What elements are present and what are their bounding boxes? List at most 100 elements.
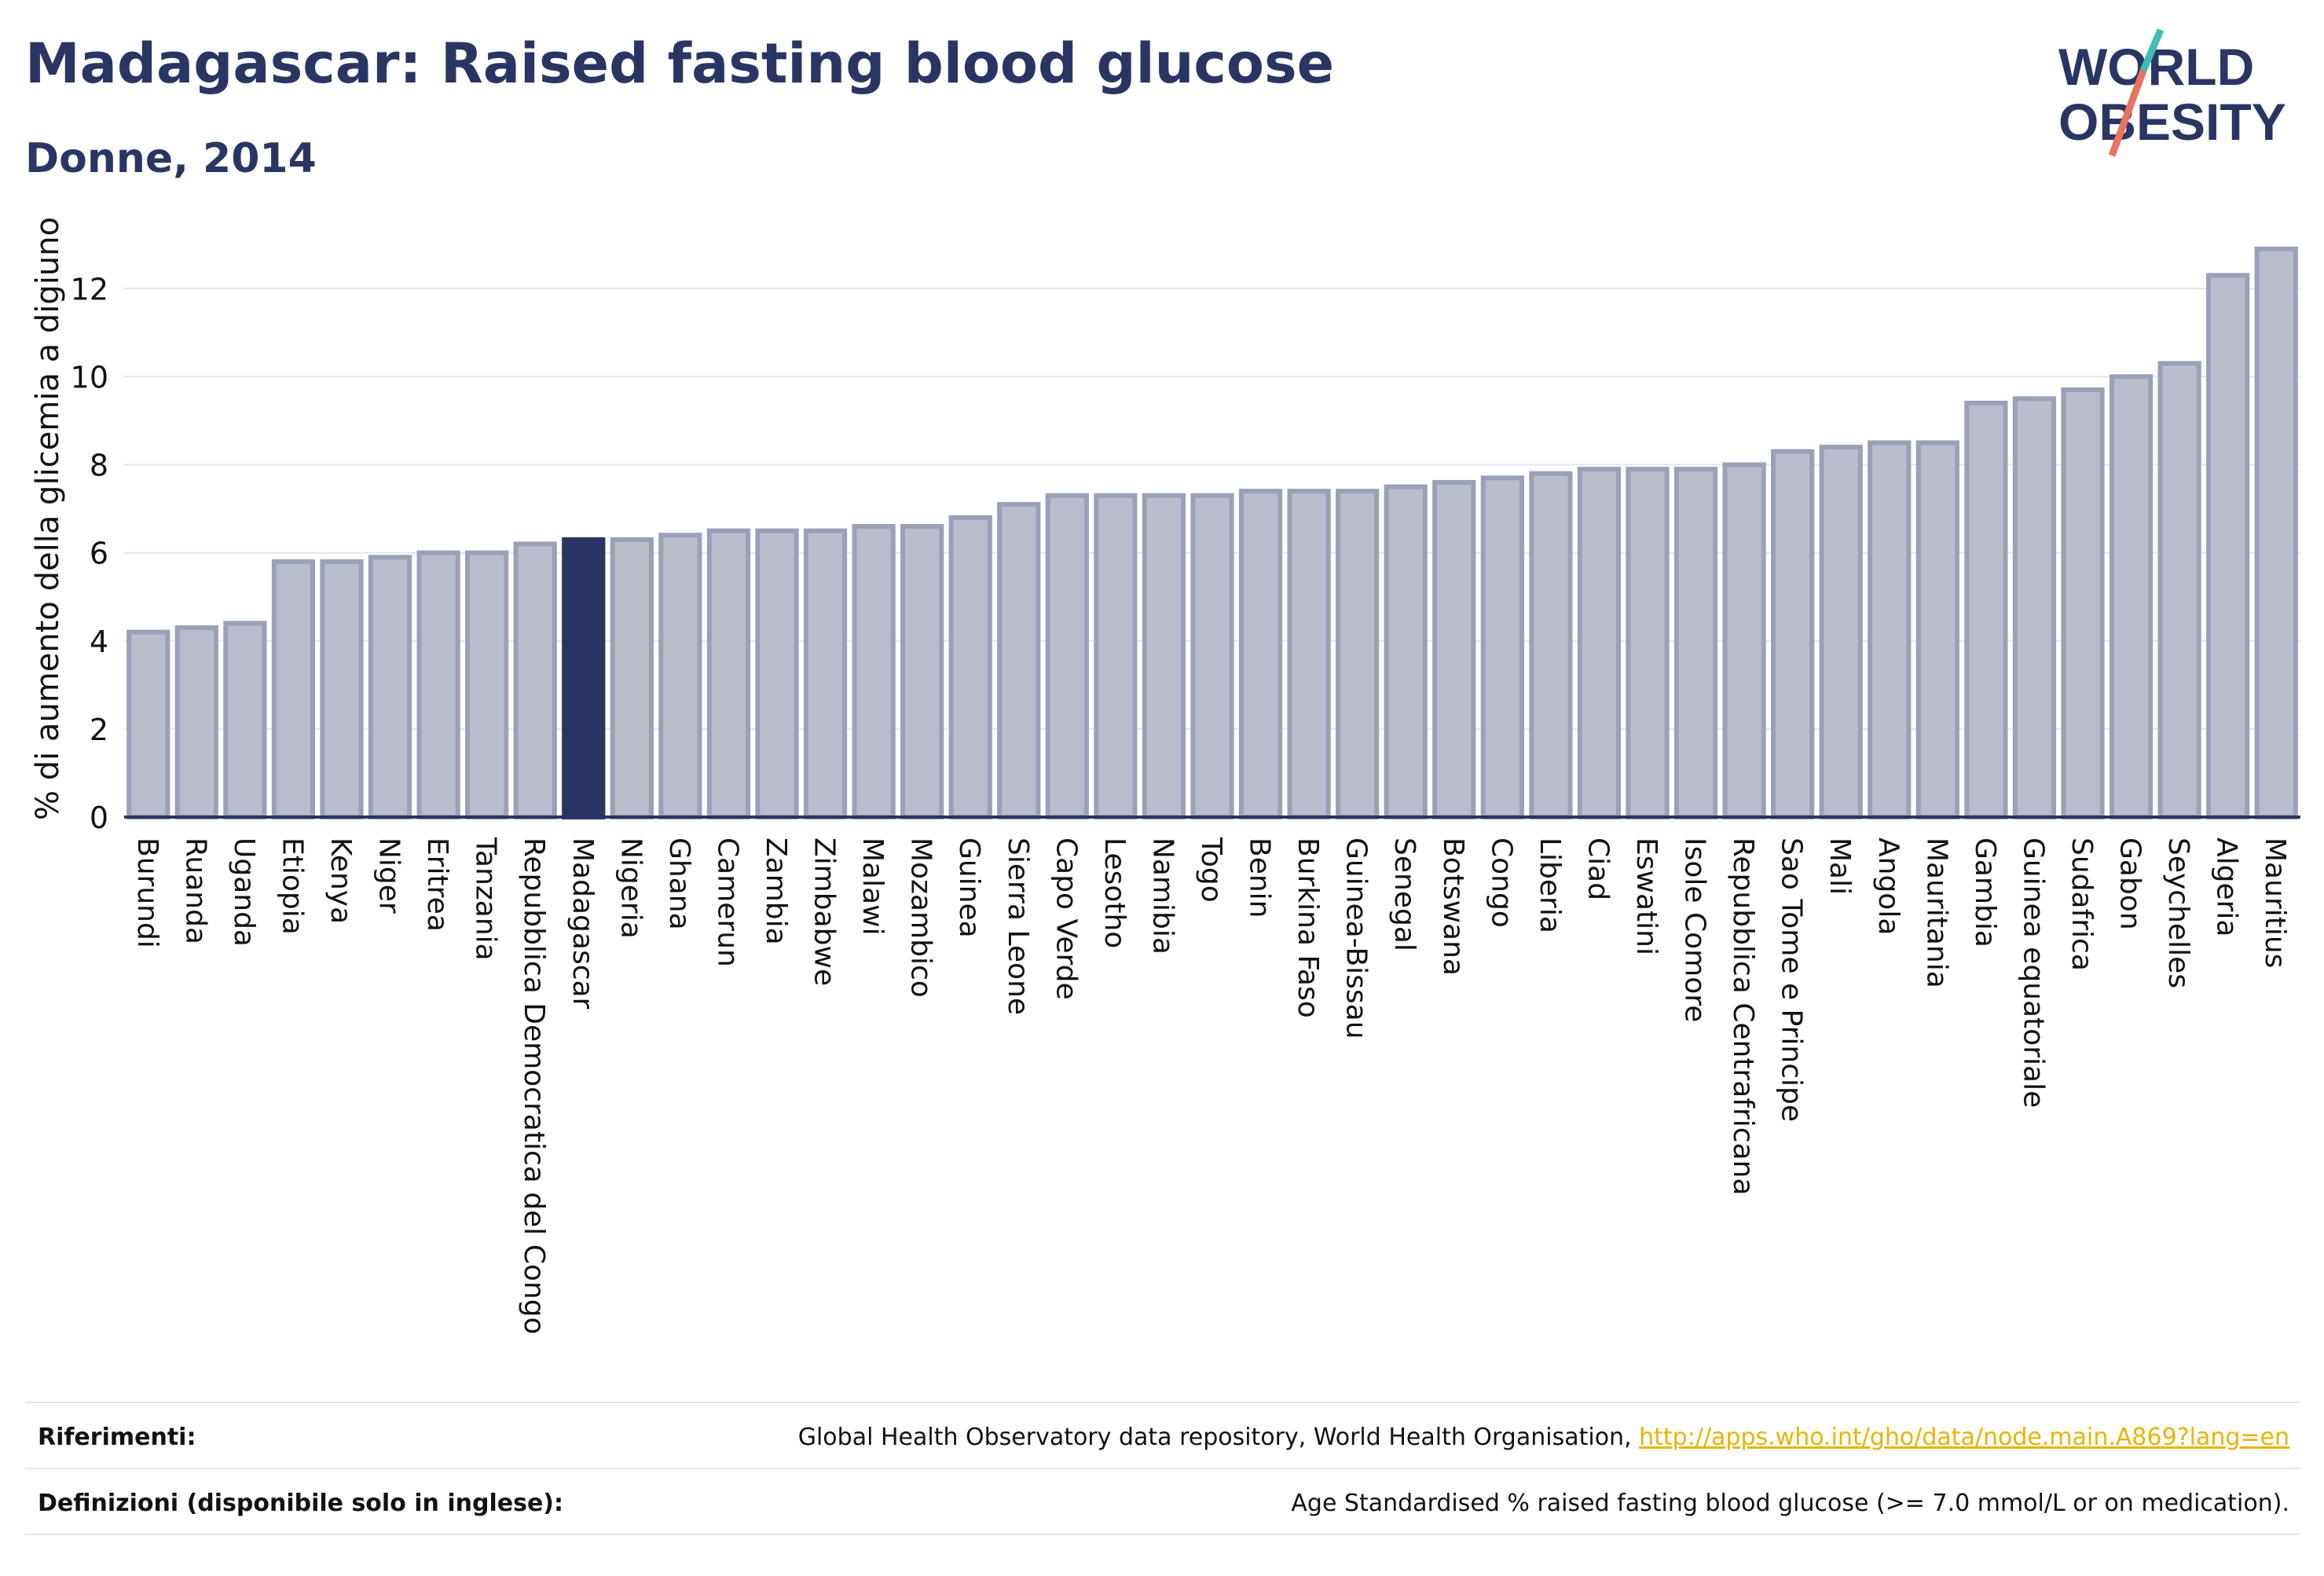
bar-lesotho[interactable] bbox=[1094, 493, 1138, 819]
x-tick-labels: Burundi Ruanda Uganda Etiopia Kenya Niger Erit… bbox=[131, 837, 2291, 1335]
x-tick-label: Repubblica Democratica del Congo bbox=[518, 837, 550, 1335]
bar-eritrea[interactable] bbox=[416, 550, 460, 819]
bar-ghana[interactable] bbox=[658, 533, 702, 819]
logo-slash-teal bbox=[2139, 28, 2165, 72]
x-tick-label: Mauritius bbox=[2259, 837, 2291, 968]
y-tick-label: 0 bbox=[90, 801, 108, 835]
x-tick-label: Ciad bbox=[1582, 837, 1614, 900]
y-axis-label: % di aumento della glicemia a digiuno bbox=[30, 217, 66, 820]
bar-burkina-faso[interactable] bbox=[1287, 489, 1331, 819]
bar-gabon[interactable] bbox=[2109, 374, 2154, 820]
bar-malawi[interactable] bbox=[852, 524, 896, 819]
x-tick-label: Benin bbox=[1244, 837, 1276, 918]
footer-divider-middle bbox=[25, 1468, 2300, 1469]
bar-capo-verde[interactable] bbox=[1045, 493, 1089, 819]
y-tick-label: 2 bbox=[90, 713, 108, 747]
bar-zimbabwe[interactable] bbox=[803, 528, 848, 820]
x-tick-label: Sudafrica bbox=[2066, 837, 2098, 971]
y-tick-labels: 0 2 4 6 8 10 12 bbox=[71, 272, 108, 835]
x-tick-label: Congo bbox=[1485, 837, 1517, 928]
bar-uganda[interactable] bbox=[223, 621, 267, 819]
x-tick-label: Togo bbox=[1195, 837, 1227, 903]
bar-madagascar[interactable] bbox=[562, 537, 606, 819]
x-tick-label: Eswatini bbox=[1630, 837, 1662, 955]
x-tick-label: Guinea equatoriale bbox=[2017, 837, 2049, 1108]
bar-mauritania[interactable] bbox=[1915, 440, 1959, 819]
bar-algeria[interactable] bbox=[2206, 273, 2250, 820]
bar-etiopia[interactable] bbox=[271, 559, 316, 820]
bar-burundi[interactable] bbox=[126, 629, 170, 820]
bar-guinea[interactable] bbox=[948, 515, 992, 820]
x-tick-label: Angola bbox=[1872, 837, 1904, 935]
bar-sudafrica[interactable] bbox=[2061, 387, 2105, 820]
y-tick-label: 4 bbox=[90, 625, 108, 659]
bar-namibia[interactable] bbox=[1142, 493, 1186, 819]
bar-guinea-bissau[interactable] bbox=[1336, 489, 1380, 819]
bar-zambia[interactable] bbox=[755, 528, 799, 820]
bar-nigeria[interactable] bbox=[610, 537, 654, 819]
x-tick-label: Senegal bbox=[1388, 837, 1420, 951]
logo-slash-coral bbox=[2108, 69, 2147, 157]
footer-divider-bottom bbox=[25, 1534, 2300, 1535]
world-obesity-logo: WORLD OBESITY bbox=[2058, 28, 2286, 157]
bar-ciad[interactable] bbox=[1577, 467, 1622, 819]
references-link[interactable]: http://apps.who.int/gho/data/node.main.A… bbox=[1639, 1424, 2289, 1451]
bar-mozambico[interactable] bbox=[900, 524, 944, 819]
bar-niger[interactable] bbox=[368, 555, 412, 819]
x-tick-label: Sao Tome e Principe bbox=[1776, 837, 1808, 1122]
x-tick-label: Etiopia bbox=[276, 837, 308, 935]
bar-eswatini[interactable] bbox=[1626, 467, 1670, 819]
y-tick-label: 8 bbox=[90, 449, 108, 483]
bar-repubblica-centrafricana[interactable] bbox=[1722, 462, 1766, 819]
bar-tanzania[interactable] bbox=[465, 550, 509, 819]
bar-seychelles[interactable] bbox=[2157, 361, 2201, 819]
x-tick-label: Guinea bbox=[953, 837, 985, 938]
bar-gambia[interactable] bbox=[1964, 401, 2008, 819]
bar-congo[interactable] bbox=[1480, 475, 1524, 819]
bar-mauritius[interactable] bbox=[2254, 246, 2298, 819]
x-tick-label: Repubblica Centrafricana bbox=[1727, 837, 1759, 1196]
bar-isole-comore[interactable] bbox=[1673, 467, 1718, 819]
bars bbox=[126, 246, 2298, 820]
x-tick-label: Camerun bbox=[711, 837, 743, 967]
bar-senegal[interactable] bbox=[1384, 484, 1428, 820]
bar-kenya[interactable] bbox=[320, 559, 364, 820]
x-tick-label: Gabon bbox=[2114, 837, 2146, 930]
bar-benin[interactable] bbox=[1238, 489, 1283, 819]
x-tick-label: Madagascar bbox=[566, 837, 599, 1010]
x-tick-label: Mali bbox=[1824, 837, 1856, 895]
x-tick-label: Algeria bbox=[2211, 837, 2243, 937]
x-tick-label: Ruanda bbox=[179, 837, 211, 944]
bar-liberia[interactable] bbox=[1529, 471, 1573, 820]
bar-mali[interactable] bbox=[1819, 445, 1863, 819]
references-label: Riferimenti: bbox=[38, 1424, 196, 1451]
y-tick-label: 10 bbox=[71, 360, 108, 394]
x-tick-label: Liberia bbox=[1534, 837, 1566, 933]
bar-camerun[interactable] bbox=[706, 528, 751, 820]
x-tick-label: Malawi bbox=[856, 837, 889, 936]
x-tick-label: Niger bbox=[373, 837, 405, 914]
logo-text-obesity: OBESITY bbox=[2058, 93, 2286, 151]
x-tick-label: Tanzania bbox=[470, 837, 502, 961]
bar-sierra-leone[interactable] bbox=[997, 501, 1041, 820]
chart-title: Madagascar: Raised fasting blood glucose bbox=[25, 31, 1335, 96]
bar-chart: 0 2 4 6 8 10 12 Burundi Ruanda Uganda Etiopia Keny… bbox=[30, 217, 2300, 1335]
x-tick-label: Nigeria bbox=[614, 837, 647, 939]
references-text: Global Health Observatory data repositor… bbox=[797, 1424, 1640, 1451]
bar-guinea-equatoriale[interactable] bbox=[2012, 396, 2057, 819]
x-tick-label: Seychelles bbox=[2162, 837, 2194, 988]
bar-botswana[interactable] bbox=[1432, 479, 1476, 819]
bar-togo[interactable] bbox=[1190, 493, 1234, 819]
x-tick-label: Zambia bbox=[760, 837, 792, 945]
x-tick-label: Ghana bbox=[663, 837, 695, 930]
x-tick-label: Botswana bbox=[1437, 837, 1469, 976]
bar-ruanda[interactable] bbox=[174, 625, 218, 819]
footer-divider-top bbox=[25, 1402, 2300, 1403]
x-tick-label: Mauritania bbox=[1920, 837, 1952, 988]
bar-repubblica-democratica-del-congo[interactable] bbox=[513, 541, 557, 819]
bar-sao-tome-e-principe[interactable] bbox=[1771, 449, 1815, 819]
bar-angola[interactable] bbox=[1868, 440, 1912, 819]
y-tick-label: 12 bbox=[71, 272, 108, 306]
references-value: Global Health Observatory data repositor… bbox=[798, 1424, 2289, 1451]
x-tick-label: Kenya bbox=[324, 837, 357, 924]
